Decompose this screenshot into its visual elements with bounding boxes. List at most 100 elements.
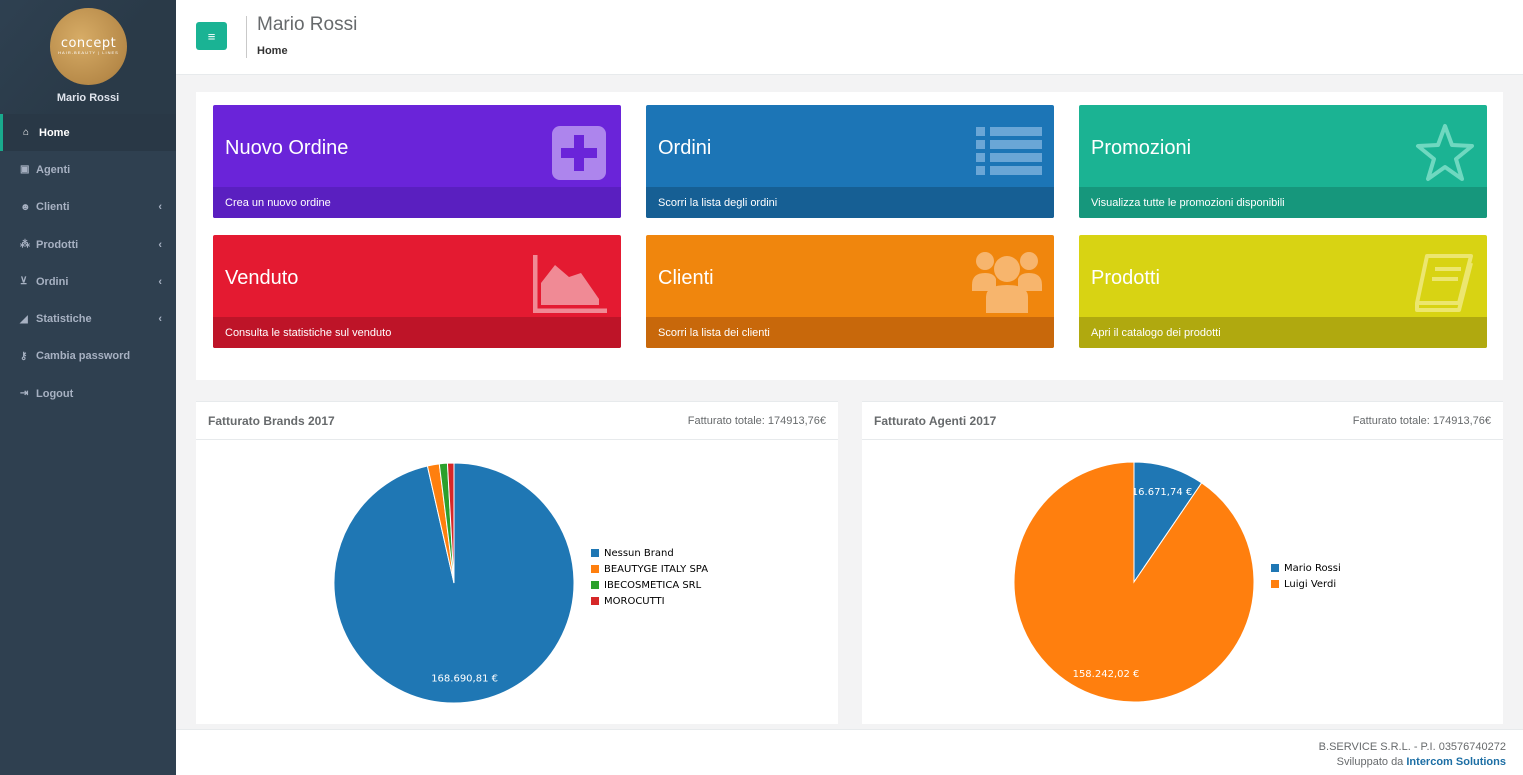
briefcase-icon: ▣ (20, 164, 30, 176)
tile-prodotti[interactable]: Prodotti Apri il catalogo dei prodotti (1079, 235, 1487, 348)
sidebar-item-statistiche[interactable]: ◢ Statistiche ‹ (0, 300, 176, 337)
chart-legend: Mario Rossi Luigi Verdi (1271, 560, 1341, 592)
tile-footer: Scorri la lista dei clienti (646, 317, 1054, 348)
pie-data-label: 16.671,74 € (1132, 487, 1192, 498)
legend-item[interactable]: Nessun Brand (591, 545, 708, 561)
chart-panel-agents: Fatturato Agenti 2017 Fatturato totale: … (862, 401, 1503, 724)
legend-item[interactable]: Mario Rossi (1271, 560, 1341, 576)
chart-panel-brands: Fatturato Brands 2017 Fatturato totale: … (196, 401, 838, 724)
sidebar-item-clienti[interactable]: ☻ Clienti ‹ (0, 189, 176, 226)
developer-prefix: Sviluppato da (1336, 756, 1404, 768)
chart-total: Fatturato totale: 174913,76€ (1352, 414, 1491, 427)
legend-swatch (1271, 564, 1279, 572)
sidebar-item-ordini[interactable]: ⊻ Ordini ‹ (0, 263, 176, 300)
sidebar-item-label: Clienti (36, 201, 70, 214)
book-icon (1415, 254, 1473, 312)
page-footer: B.SERVICE S.R.L. - P.I. 03576740272 Svil… (176, 729, 1523, 775)
plus-square-icon (552, 126, 606, 180)
legend-label: IBECOSMETICA SRL (604, 579, 702, 591)
chevron-left-icon: ‹ (158, 313, 162, 326)
list-icon (976, 127, 1042, 175)
tile-footer: Apri il catalogo dei prodotti (1079, 317, 1487, 348)
users-icon: ☻ (20, 201, 31, 213)
star-icon (1416, 124, 1474, 181)
breadcrumb[interactable]: Home (257, 45, 288, 57)
chevron-left-icon: ‹ (158, 275, 162, 288)
legend-label: Luigi Verdi (1284, 578, 1337, 590)
legend-label: BEAUTYGE ITALY SPA (604, 563, 709, 575)
tile-title: Clienti (658, 267, 714, 289)
pie-slice-luigi-verdi[interactable] (1013, 461, 1255, 703)
pie-chart-agents: 16.671,74 € 158.242,02 € (1013, 461, 1255, 703)
sidebar-item-label: Cambia password (36, 350, 131, 363)
profile-name[interactable]: Mario Rossi (56, 92, 120, 104)
pie-data-label: 158.242,02 € (1073, 669, 1140, 680)
company-logo[interactable]: concept HAIR-BEAUTY | LINES (50, 8, 127, 85)
area-chart-icon: ◢ (20, 313, 28, 325)
developer-link[interactable]: Intercom Solutions (1406, 756, 1506, 768)
tile-footer: Crea un nuovo ordine (213, 187, 621, 218)
sidebar-item-label: Statistiche (36, 313, 92, 326)
tile-footer: Visualizza tutte le promozioni disponibi… (1079, 187, 1487, 218)
sidebar-item-label: Logout (36, 387, 74, 400)
legend-swatch (591, 549, 599, 557)
tile-clienti[interactable]: Clienti Scorri la lista dei clienti (646, 235, 1054, 348)
legend-label: Nessun Brand (604, 547, 674, 559)
sign-out-icon: ⇥ (20, 388, 29, 400)
tile-footer: Consulta le statistiche sul venduto (213, 317, 621, 348)
legend-item[interactable]: BEAUTYGE ITALY SPA (591, 561, 708, 577)
chevron-left-icon: ‹ (158, 201, 162, 214)
sidebar: concept HAIR-BEAUTY | LINES Mario Rossi … (0, 0, 176, 775)
sidebar-nav: ⌂ Home ▣ Agenti ☻ Clienti ‹ ⁂ Prodotti ‹… (0, 114, 176, 412)
tile-nuovo-ordine[interactable]: Nuovo Ordine Crea un nuovo ordine (213, 105, 621, 218)
sidebar-item-label: Agenti (36, 163, 71, 176)
legend-swatch (591, 597, 599, 605)
tile-title: Promozioni (1091, 137, 1192, 159)
sidebar-item-agenti[interactable]: ▣ Agenti (0, 151, 176, 188)
chevron-left-icon: ‹ (158, 238, 162, 251)
legend-item[interactable]: IBECOSMETICA SRL (591, 577, 708, 593)
menu-toggle-button[interactable]: ≡ (196, 22, 227, 50)
pie-chart-brands: 168.690,81 € (333, 462, 575, 704)
legend-item[interactable]: MOROCUTTI (591, 593, 708, 609)
cart-icon: ⊻ (20, 276, 28, 288)
page-heading: Mario Rossi Home (246, 14, 358, 58)
logo-text: concept (60, 36, 117, 51)
logo-subtext: HAIR-BEAUTY | LINES (58, 50, 119, 55)
dashboard-tiles: Nuovo Ordine Crea un nuovo ordine Ordini… (196, 92, 1503, 380)
pie-slice-nessun-brand[interactable] (333, 462, 575, 704)
legend-swatch (591, 581, 599, 589)
chart-legend: Nessun Brand BEAUTYGE ITALY SPA IBECOSMETI… (591, 545, 708, 609)
tile-footer: Scorri la lista degli ordini (646, 187, 1054, 218)
chart-title: Fatturato Brands 2017 (208, 413, 335, 428)
sidebar-item-label: Ordini (36, 275, 69, 288)
tile-promozioni[interactable]: Promozioni Visualizza tutte le promozion… (1079, 105, 1487, 218)
legend-item[interactable]: Luigi Verdi (1271, 576, 1341, 592)
legend-label: Mario Rossi (1284, 562, 1341, 574)
tile-ordini[interactable]: Ordini Scorri la lista degli ordini (646, 105, 1054, 218)
sidebar-item-home[interactable]: ⌂ Home (0, 114, 176, 152)
sidebar-item-logout[interactable]: ⇥ Logout (0, 375, 176, 412)
pie-slice-morocutti[interactable] (446, 462, 455, 584)
sidebar-item-cambia-password[interactable]: ⚷ Cambia password (0, 338, 176, 375)
page-title: Mario Rossi (257, 14, 358, 35)
tile-title: Ordini (658, 137, 712, 159)
sidebar-item-label: Prodotti (36, 238, 79, 251)
sidebar-item-prodotti[interactable]: ⁂ Prodotti ‹ (0, 226, 176, 263)
chart-total: Fatturato totale: 174913,76€ (687, 414, 826, 427)
tile-title: Venduto (225, 267, 299, 289)
legend-label: MOROCUTTI (604, 595, 665, 607)
tile-title: Nuovo Ordine (225, 137, 349, 159)
tile-title: Prodotti (1091, 267, 1160, 289)
company-info: B.SERVICE S.R.L. - P.I. 03576740272 (1318, 741, 1506, 753)
tile-venduto[interactable]: Venduto Consulta le statistiche sul vend… (213, 235, 621, 348)
profile-header: concept HAIR-BEAUTY | LINES Mario Rossi (0, 0, 176, 114)
chart-header: Fatturato Agenti 2017 Fatturato totale: … (862, 402, 1503, 440)
group-icon (972, 252, 1042, 313)
pie-data-label: 168.690,81 € (431, 673, 498, 684)
chart-header: Fatturato Brands 2017 Fatturato totale: … (196, 402, 838, 440)
developer-credit: Sviluppato da Intercom Solutions (176, 755, 1506, 770)
chart-title: Fatturato Agenti 2017 (874, 413, 997, 428)
home-icon: ⌂ (23, 127, 30, 139)
area-chart-icon (533, 255, 607, 313)
